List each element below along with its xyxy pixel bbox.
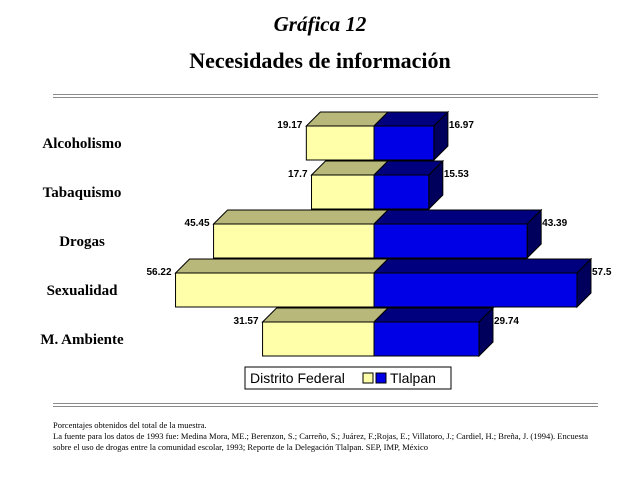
bar-top-distrito-federal [174, 258, 390, 274]
value-label-tlalpan: 29.74 [494, 316, 519, 327]
category-label-tabaquismo: Tabaquismo [43, 185, 122, 201]
bar-tlalpan [373, 321, 480, 357]
butterfly-bar-chart: Alcoholismo 19.17 16.97 Tabaquismo 17.7 15.53… [40, 110, 612, 390]
bar-tlalpan [373, 272, 578, 308]
bottom-divider-2 [53, 406, 598, 407]
footnote-line: La fuente para los datos de 1993 fue: Me… [53, 431, 588, 441]
category-label-alcoholismo: Alcoholismo [42, 136, 121, 152]
value-label-distrito-federal: 45.45 [185, 218, 210, 229]
bar-tlalpan [373, 174, 430, 210]
bar-distrito-federal [213, 223, 375, 259]
bar-distrito-federal [311, 174, 375, 210]
bar-tlalpan [373, 125, 435, 161]
value-label-tlalpan: 57.5 [592, 267, 612, 278]
chart-title: Necesidades de información [189, 48, 451, 73]
chart-subtitle: Gráfica 12 [273, 12, 367, 36]
value-label-tlalpan: 16.97 [449, 120, 474, 131]
bar-top-tlalpan [372, 258, 593, 274]
footnote-line: Porcentajes obtenidos del total de la mu… [53, 420, 207, 430]
category-label-m-ambiente: M. Ambiente [40, 332, 124, 348]
top-divider [53, 94, 598, 95]
value-label-distrito-federal: 31.57 [234, 316, 259, 327]
value-label-distrito-federal: 19.17 [277, 120, 302, 131]
bottom-divider [53, 403, 598, 404]
bar-top-distrito-federal [212, 209, 390, 225]
legend-box [244, 366, 452, 390]
bar-distrito-federal [262, 321, 375, 357]
bar-distrito-federal [305, 125, 375, 161]
bar-tlalpan [373, 223, 528, 259]
bar-top-tlalpan [372, 307, 495, 323]
top-divider-2 [53, 97, 598, 98]
value-label-distrito-federal: 17.7 [288, 169, 308, 180]
category-label-sexualidad: Sexualidad [47, 283, 119, 299]
bar-top-tlalpan [372, 209, 543, 225]
value-label-tlalpan: 43.39 [542, 218, 567, 229]
value-label-distrito-federal: 56.22 [147, 267, 172, 278]
legend-label-tlalpan: Tlalpan [390, 370, 436, 386]
legend-swatch-tlalpan [375, 372, 387, 384]
bar-top-distrito-federal [261, 307, 390, 323]
bar-distrito-federal [175, 272, 375, 308]
source-footnote: Porcentajes obtenidos del total de la mu… [53, 420, 623, 453]
legend-swatch-distrito-federal [362, 372, 374, 384]
footnote-line: sobre el uso de drogas entre la comunida… [53, 442, 429, 452]
category-label-drogas: Drogas [59, 234, 105, 250]
legend-label-distrito-federal: Distrito Federal [250, 370, 345, 386]
value-label-tlalpan: 15.53 [444, 169, 469, 180]
